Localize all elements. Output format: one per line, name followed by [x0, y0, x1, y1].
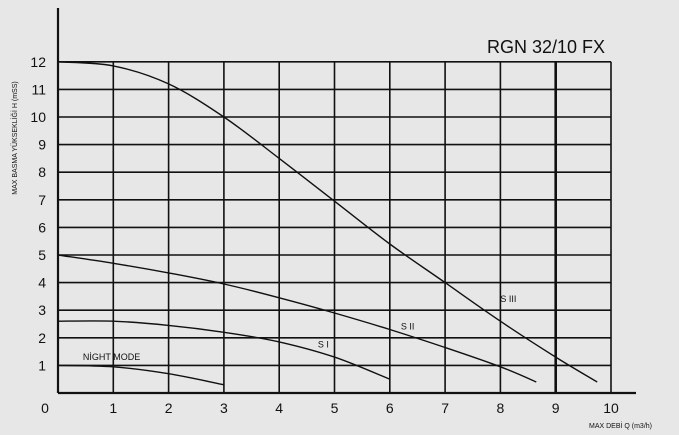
y-tick-label: 9 — [38, 137, 46, 153]
series-label: S III — [500, 294, 516, 304]
curve-s-iii — [57, 61, 598, 383]
y-tick-label: 10 — [30, 109, 46, 125]
y-tick-label: 4 — [38, 275, 46, 291]
y-tick-label: 5 — [38, 247, 46, 263]
series-label: S I — [318, 339, 329, 349]
y-tick-label: 2 — [38, 330, 46, 346]
x-tick-label: 5 — [331, 400, 339, 416]
x-tick-label: 4 — [275, 400, 283, 416]
chart-title: RGN 32/10 FX — [487, 37, 605, 57]
y-tick-label: 7 — [38, 192, 46, 208]
x-axis-label: MAX DEBİ Q (m3/h) — [589, 421, 652, 430]
chart-axes — [56, 8, 636, 395]
x-tick-label: 1 — [109, 400, 117, 416]
y-tick-label: 1 — [38, 357, 46, 373]
x-tick-label: 7 — [441, 400, 449, 416]
x-tick-label: 0 — [41, 400, 49, 416]
chart-grid — [58, 60, 612, 393]
y-tick-label: 8 — [38, 164, 46, 180]
chart-curves — [57, 61, 598, 386]
curve-s-ii — [57, 254, 537, 383]
y-tick-label: 6 — [38, 219, 46, 235]
series-label: NİGHT MODE — [83, 352, 140, 362]
x-tick-label: 8 — [497, 400, 505, 416]
x-tick-label: 3 — [220, 400, 228, 416]
series-labels: S III S II S I NİGHT MODE — [83, 294, 517, 362]
y-tick-label: 11 — [31, 81, 46, 97]
y-tick-label: 12 — [30, 54, 46, 70]
curve-ni-ght-mode — [57, 364, 225, 386]
x-tick-label: 10 — [603, 400, 619, 416]
x-tick-label: 9 — [552, 400, 560, 416]
curve-s-i — [57, 320, 391, 380]
y-tick-label: 3 — [38, 302, 46, 318]
series-label: S II — [401, 322, 415, 332]
y-axis-label: MAX BASMA YÜKSEKLİĞİ H (mSS) — [10, 81, 19, 194]
x-tick-label: 6 — [386, 400, 394, 416]
x-tick-label: 2 — [165, 400, 173, 416]
